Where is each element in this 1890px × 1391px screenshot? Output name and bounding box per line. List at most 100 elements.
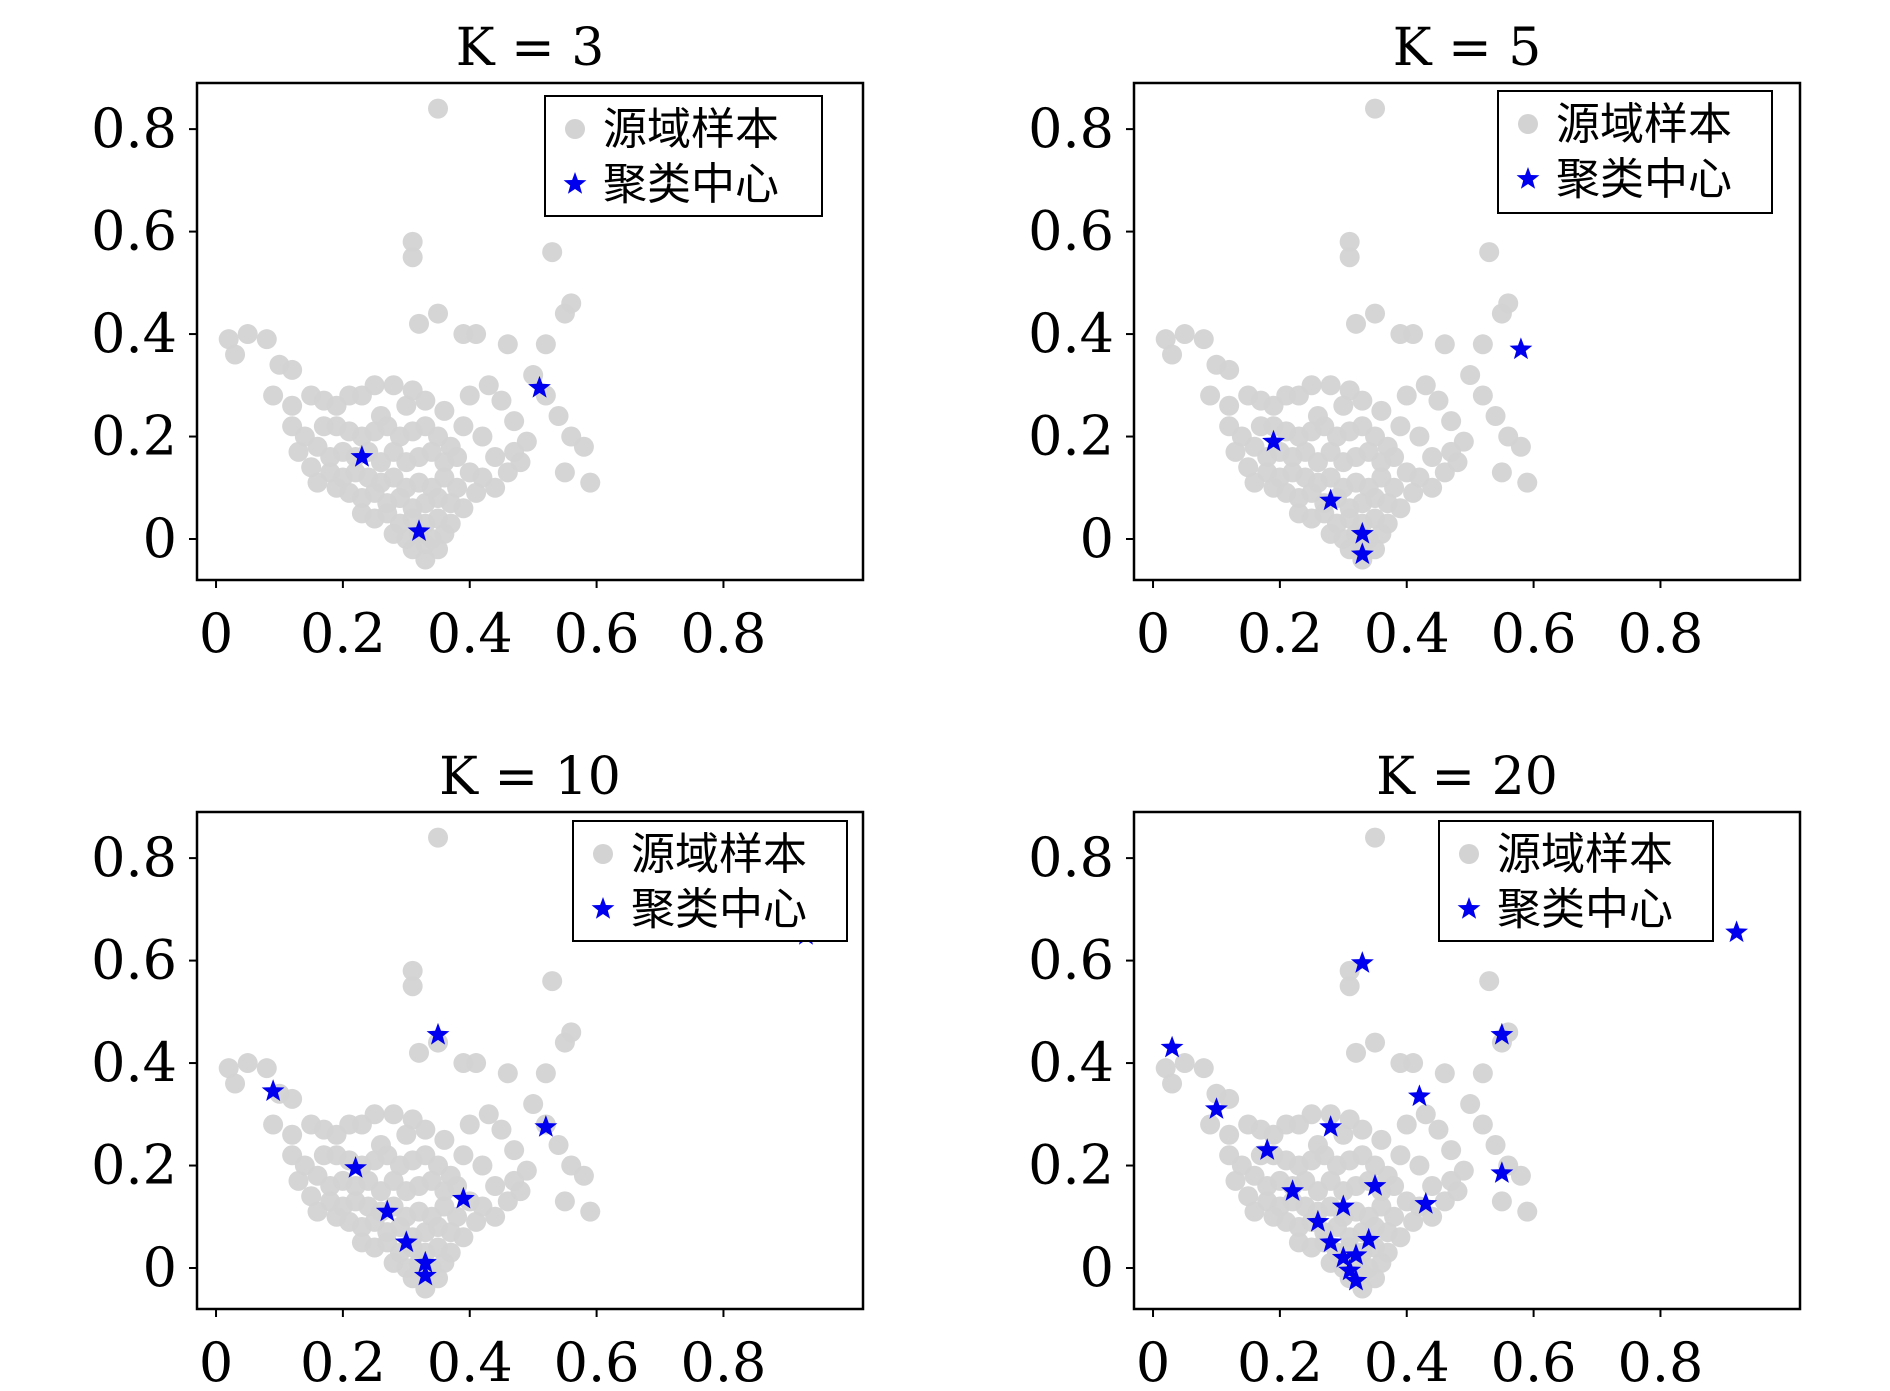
source-sample-point: [1339, 231, 1360, 252]
source-sample-point: [459, 1114, 480, 1135]
source-sample-point: [1200, 1114, 1221, 1135]
source-sample-point: [1434, 1063, 1455, 1084]
x-tick-label: 0.6: [554, 1331, 640, 1391]
source-sample-point: [447, 447, 468, 468]
source-sample-point: [466, 482, 487, 503]
cluster-center-point: [350, 445, 374, 467]
source-sample-point: [1238, 1186, 1259, 1207]
cluster-center-point: [1262, 429, 1285, 452]
y-tick-label: 0.8: [1028, 826, 1114, 889]
legend-box: [1497, 90, 1773, 214]
source-sample-point: [218, 329, 239, 350]
source-sample-point: [263, 385, 284, 406]
source-sample-point: [1460, 365, 1481, 386]
cluster-center-point: [1725, 920, 1748, 943]
y-tick-label: 0.8: [91, 97, 177, 160]
source-sample-point: [370, 406, 391, 427]
source-sample-point: [447, 477, 468, 498]
source-sample-point: [402, 247, 423, 268]
cluster-center-point: [1344, 1243, 1368, 1265]
legend-box: [544, 95, 823, 217]
source-sample-point: [497, 1063, 518, 1084]
cluster-center-point: [1205, 1097, 1228, 1119]
source-sample-point: [447, 1206, 468, 1227]
source-sample-point: [459, 385, 480, 406]
source-sample-point: [1346, 313, 1366, 334]
source-sample-point: [1193, 1058, 1214, 1079]
x-tick-label: 0.4: [1364, 1331, 1450, 1391]
source-sample-point: [453, 498, 474, 519]
source-sample-point: [1441, 1170, 1462, 1191]
source-sample-point: [497, 462, 518, 483]
source-sample-point: [1320, 375, 1341, 396]
source-sample-point: [256, 329, 277, 350]
source-sample-point: [383, 375, 404, 396]
x-tick-label: 0.4: [1364, 602, 1450, 665]
source-sample-point: [478, 375, 499, 396]
cluster-center-point: [1350, 951, 1374, 973]
cluster-center-point: [1160, 1035, 1184, 1058]
source-sample-point: [523, 1094, 544, 1115]
y-tick-label: 0.2: [91, 405, 177, 468]
legend-samples-label: 源域样本: [1556, 99, 1732, 150]
plot-area: [218, 827, 818, 1299]
source-sample-point: [1422, 1206, 1443, 1227]
source-sample-point: [396, 395, 417, 416]
source-sample-point: [415, 1278, 436, 1299]
source-sample-point: [1155, 329, 1176, 350]
source-sample-point: [1422, 1176, 1443, 1197]
x-tick-label: 0.8: [681, 602, 767, 665]
source-sample-point: [1390, 1227, 1411, 1248]
source-sample-point: [542, 971, 563, 992]
source-sample-point: [288, 441, 309, 462]
source-sample-point: [434, 400, 455, 421]
source-sample-point: [485, 477, 506, 498]
plot-area: [1155, 827, 1748, 1299]
source-sample-point: [491, 1119, 512, 1140]
cluster-center-point: [1331, 1194, 1355, 1217]
source-sample-point: [225, 1073, 246, 1094]
source-sample-point: [415, 549, 436, 570]
source-sample-point: [1307, 1135, 1328, 1156]
legend-samples-label: 源域样本: [631, 829, 807, 880]
legend-centers-label: 聚类中心: [631, 884, 807, 935]
source-sample-point: [1384, 477, 1405, 498]
x-tick-label: 0.2: [1237, 1331, 1323, 1391]
subplot-title: K = 5: [1393, 18, 1542, 78]
source-sample-point: [472, 1155, 493, 1176]
cluster-center-point: [1357, 1227, 1381, 1250]
x-tick-label: 0.8: [1618, 1331, 1704, 1391]
source-sample-point: [1384, 1176, 1405, 1197]
legend-box: [572, 820, 848, 942]
source-sample-point: [301, 457, 322, 478]
source-sample-point: [1517, 472, 1538, 493]
source-sample-point: [402, 960, 423, 981]
source-sample-point: [504, 1170, 525, 1191]
source-sample-point: [1415, 375, 1436, 396]
source-sample-point: [1174, 1053, 1195, 1074]
source-sample-point: [1479, 971, 1500, 992]
x-tick-label: 0.2: [300, 602, 386, 665]
source-sample-point: [1371, 1129, 1392, 1150]
legend-samples-label: 源域样本: [1497, 829, 1673, 880]
source-sample-point: [1472, 1063, 1493, 1084]
source-sample-point: [1441, 1140, 1462, 1161]
source-sample-point: [1491, 1191, 1512, 1212]
cluster-center-point: [426, 1022, 450, 1045]
source-sample-point: [1333, 395, 1354, 416]
source-sample-point: [1491, 462, 1512, 483]
cluster-center-point: [534, 1115, 558, 1137]
source-sample-point: [573, 1165, 594, 1186]
source-sample-point: [288, 1170, 309, 1191]
cluster-center-point: [1490, 1022, 1514, 1045]
cluster-center-point: [1281, 1179, 1304, 1201]
legend-samples-label: 源域样本: [603, 104, 779, 155]
source-sample-point: [1371, 1252, 1392, 1273]
legend-centers-label: 聚类中心: [1556, 154, 1732, 205]
cluster-center-point: [1338, 1258, 1362, 1281]
cluster-center-point: [413, 1263, 437, 1286]
source-sample-point: [428, 827, 449, 848]
